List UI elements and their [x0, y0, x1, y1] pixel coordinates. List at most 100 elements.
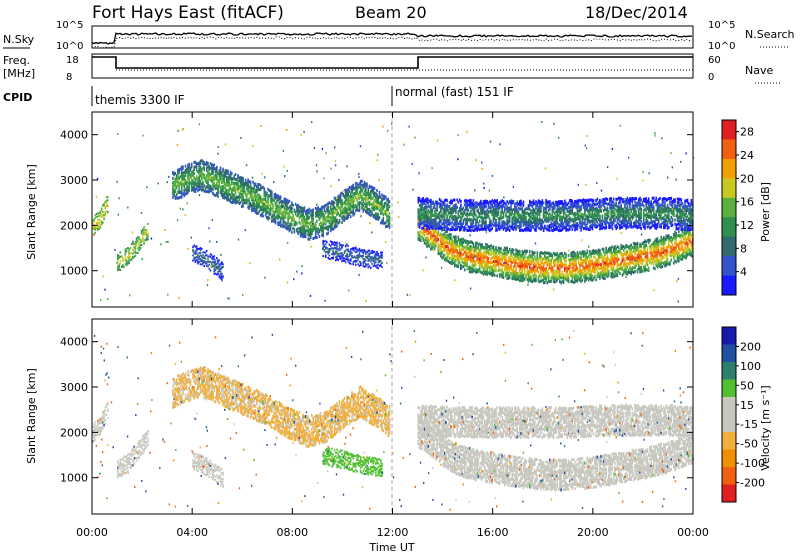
echo-cell — [689, 236, 691, 240]
echo-cell — [448, 242, 451, 246]
echo-cell — [331, 218, 333, 222]
echo-cell — [665, 263, 668, 267]
echo-cell — [606, 251, 609, 255]
echo-cell — [288, 205, 291, 209]
echo-cell — [274, 202, 277, 205]
echo-cell — [426, 228, 428, 232]
echo-cell — [656, 253, 659, 257]
echo-cell — [224, 174, 227, 178]
echo-cell — [661, 243, 664, 247]
echo-cell — [652, 244, 655, 248]
echo-cell — [129, 247, 132, 250]
echo-cell — [349, 194, 352, 198]
echo-cell — [659, 251, 661, 255]
echo-cell — [582, 267, 585, 271]
echo-cell — [213, 174, 216, 178]
echo-cell — [574, 274, 576, 278]
echo-cell — [195, 182, 198, 186]
echo-cell — [363, 206, 366, 210]
echo-cell — [372, 258, 375, 261]
echo-cell — [617, 257, 620, 261]
echo-cell — [443, 215, 446, 219]
echo-cell — [376, 251, 378, 253]
echo-cell — [610, 272, 612, 276]
echo-cell — [375, 205, 377, 209]
echo-cell — [498, 247, 501, 250]
echo-cell — [264, 204, 267, 207]
echo-cell — [574, 277, 576, 281]
echo-cell — [281, 224, 283, 228]
echo-cell — [498, 273, 501, 276]
freq-label: Freq. — [3, 54, 30, 67]
echo-cell — [586, 251, 589, 255]
echo-cell — [348, 194, 351, 198]
echo-cell — [624, 268, 626, 271]
echo-cell — [456, 205, 458, 209]
echo-cell — [322, 212, 324, 216]
echo-cell — [332, 242, 334, 245]
echo-cell — [490, 267, 492, 271]
echo-cell — [440, 236, 442, 240]
echo-cell — [311, 228, 313, 231]
echo-cell — [372, 203, 375, 207]
echo-cell — [526, 262, 529, 266]
echo-cell — [503, 264, 506, 268]
echo-cell — [277, 211, 279, 215]
echo-cell — [195, 184, 198, 188]
echo-cell — [373, 215, 376, 219]
echo-cell — [244, 198, 247, 202]
echo-cell — [586, 257, 589, 261]
echo-cell — [309, 226, 312, 230]
echo-cell — [337, 197, 339, 201]
echo-cell — [547, 274, 550, 278]
echo-cell — [173, 188, 175, 192]
echo-cell — [381, 255, 383, 258]
echo-cell — [418, 204, 421, 208]
echo-cell — [210, 172, 213, 176]
echo-cell — [539, 257, 541, 261]
echo-cell — [327, 202, 329, 206]
echo-cell — [561, 280, 564, 283]
echo-cell — [380, 263, 382, 266]
echo-cell — [349, 262, 352, 265]
echo-cell — [187, 177, 189, 181]
echo-cell — [301, 230, 303, 234]
echo-cell — [681, 257, 684, 261]
echo-cell — [679, 256, 681, 260]
echo-cell — [216, 165, 218, 169]
echo-cell — [427, 228, 430, 232]
echo-cell — [192, 179, 194, 183]
echo-cell — [587, 261, 590, 265]
echo-cell — [382, 221, 385, 225]
echo-cell — [435, 219, 437, 223]
echo-cell — [471, 257, 473, 261]
echo-cell — [579, 266, 581, 270]
echo-cell — [475, 227, 477, 231]
echo-cell — [473, 207, 476, 211]
echo-cell — [483, 265, 486, 269]
echo-cell — [144, 228, 147, 231]
echo-cell — [367, 259, 370, 262]
echo-cell — [437, 201, 440, 205]
echo-cell — [686, 253, 689, 257]
echo-cell — [329, 207, 332, 211]
echo-cell — [639, 270, 641, 274]
echo-cell — [512, 277, 515, 281]
echo-cell — [205, 254, 208, 257]
echo-cell — [491, 274, 493, 278]
echo-cell — [465, 222, 467, 226]
echo-cell — [542, 266, 545, 270]
echo-cell — [592, 265, 595, 269]
echo-cell — [368, 192, 371, 196]
echo-cell — [190, 182, 193, 186]
echo-cell — [590, 270, 592, 273]
echo-cell — [359, 249, 362, 252]
echo-cell — [670, 250, 673, 254]
echo-cell — [223, 175, 226, 178]
echo-cell — [302, 225, 304, 228]
echo-cell — [536, 254, 539, 258]
echo-cell — [357, 196, 359, 200]
echo-cell — [233, 200, 236, 203]
echo-cell — [107, 199, 109, 202]
echo-cell — [231, 195, 233, 199]
